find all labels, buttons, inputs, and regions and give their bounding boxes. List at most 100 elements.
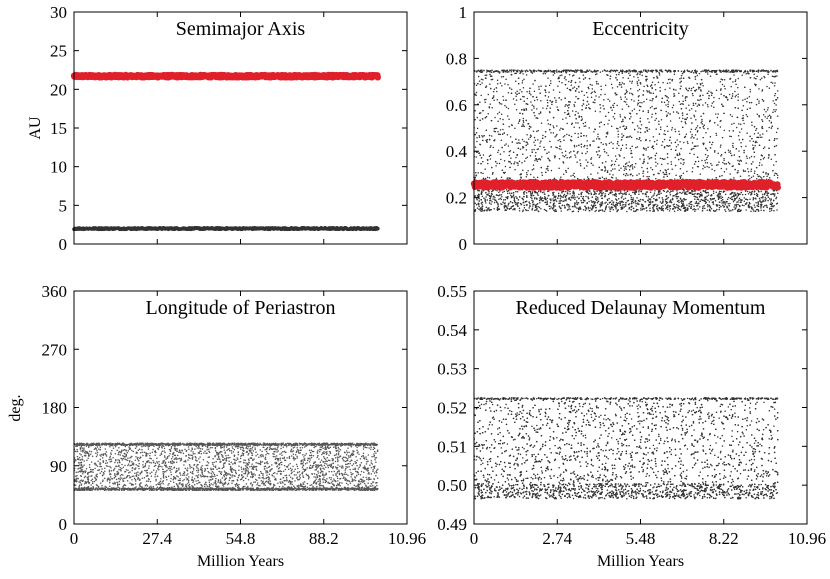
data-point [522, 202, 524, 204]
data-point [775, 104, 777, 106]
data-point [660, 192, 662, 195]
data-point [535, 70, 538, 72]
y-tick-label: 5 [59, 196, 68, 215]
data-point [710, 207, 713, 210]
data-point [625, 204, 627, 206]
data-point [639, 198, 642, 201]
data-point [665, 191, 668, 193]
data-point [496, 112, 499, 115]
data-point [547, 169, 549, 172]
data-point [615, 195, 618, 197]
data-point [731, 93, 734, 95]
data-point [507, 91, 510, 94]
data-point [704, 153, 707, 156]
data-point [517, 205, 519, 207]
data-point [767, 106, 769, 109]
data-point [727, 196, 730, 199]
data-point [655, 203, 657, 206]
data-point [664, 88, 666, 91]
data-point [630, 98, 633, 101]
data-point [604, 195, 606, 198]
data-point [637, 131, 639, 133]
data-point [522, 119, 525, 122]
data-point [770, 122, 773, 124]
data-point [722, 161, 724, 164]
data-point [486, 194, 489, 196]
data-point [682, 117, 684, 120]
data-point [614, 155, 617, 157]
data-point [511, 124, 514, 127]
data-point [647, 118, 649, 120]
data-point [561, 152, 563, 154]
data-point [691, 135, 693, 138]
data-point [611, 109, 613, 111]
data-point [725, 69, 728, 71]
data-point [546, 165, 549, 168]
data-point [752, 175, 755, 177]
data-point [621, 72, 624, 74]
data-point [514, 161, 516, 163]
data-point [639, 73, 641, 76]
data-point [531, 148, 533, 151]
data-point [588, 69, 591, 71]
data-point [671, 106, 674, 109]
data-point [696, 105, 699, 107]
data-point [589, 83, 592, 86]
data-point [758, 102, 760, 104]
data-point [584, 125, 587, 127]
data-point [738, 163, 741, 165]
data-point [612, 70, 615, 72]
data-point [770, 158, 773, 161]
data-point [539, 196, 541, 199]
data-point [625, 70, 628, 72]
data-point [597, 83, 600, 85]
data-point [660, 207, 663, 209]
data-point [708, 201, 711, 203]
data-point [706, 71, 709, 73]
data-point [772, 199, 775, 202]
data-point [601, 70, 604, 72]
data-point [657, 209, 659, 212]
data-point [628, 161, 630, 163]
data-point [694, 198, 696, 200]
data-point [673, 203, 675, 205]
data-point [574, 132, 576, 135]
data-point [496, 99, 499, 101]
data-point [710, 91, 712, 94]
data-point [667, 105, 669, 108]
data-point [565, 199, 567, 202]
data-point [741, 204, 744, 207]
data-point [682, 203, 684, 206]
data-point [644, 193, 646, 195]
data-point [708, 166, 710, 169]
data-point [735, 197, 738, 199]
data-point [732, 146, 734, 149]
data-point [754, 170, 756, 172]
data-point [491, 78, 494, 81]
data-point [617, 133, 620, 136]
data-point [495, 127, 498, 130]
data-point [656, 194, 658, 197]
data-point [547, 157, 549, 160]
data-point [699, 194, 702, 197]
data-point [489, 103, 491, 105]
data-point [616, 142, 619, 145]
data-point [730, 135, 733, 138]
data-point [565, 171, 568, 174]
data-point [614, 160, 617, 163]
data-point [565, 79, 567, 81]
data-point [649, 139, 651, 142]
data-point [508, 125, 510, 128]
data-point [539, 145, 541, 148]
data-point [758, 88, 760, 90]
data-point [577, 112, 579, 114]
data-point [766, 175, 768, 177]
data-point [631, 110, 634, 112]
data-point [538, 199, 541, 202]
data-point [720, 200, 723, 202]
data-point [685, 107, 687, 109]
data-point [552, 132, 555, 134]
data-point [661, 101, 663, 103]
data-point [665, 202, 668, 205]
